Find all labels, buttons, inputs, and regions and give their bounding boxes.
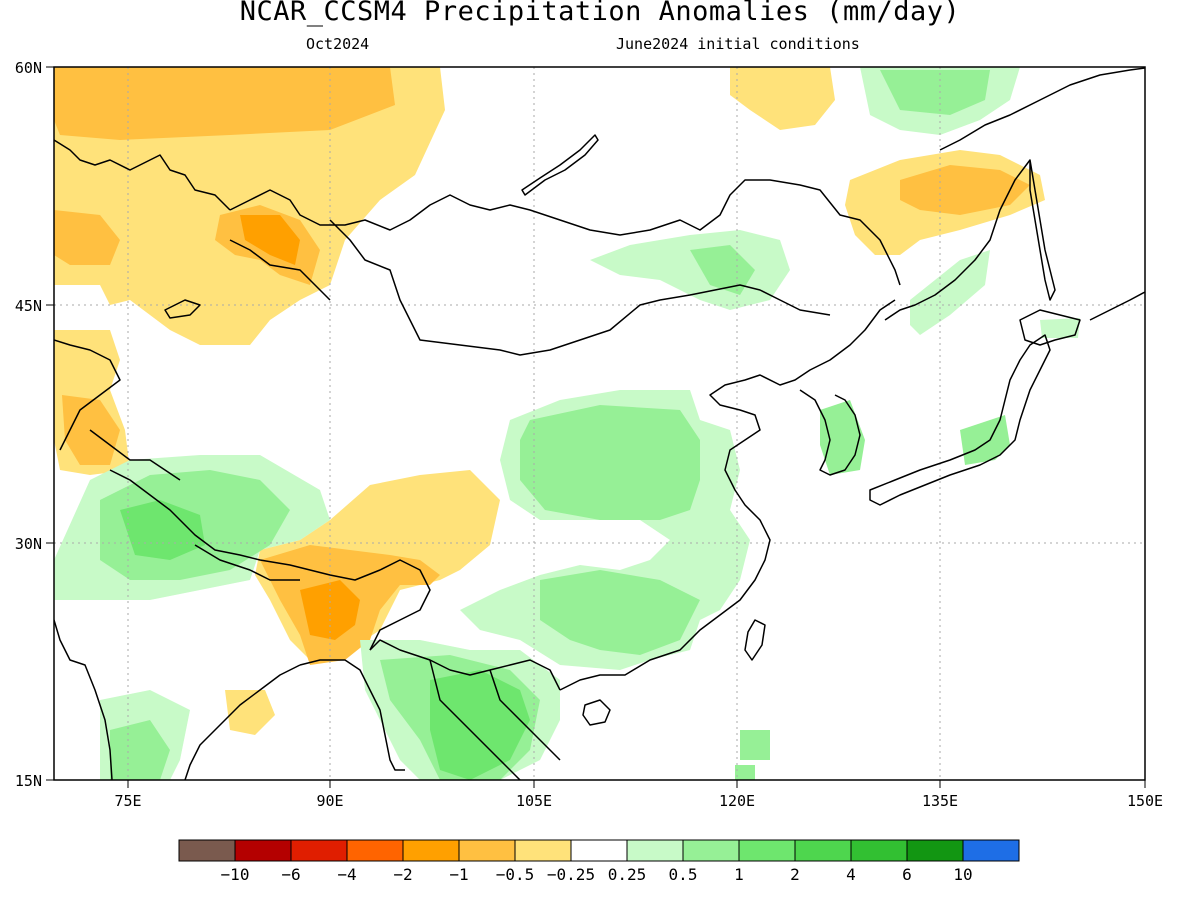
colorbar-label: −6 <box>281 865 300 884</box>
bay-of-bengal-coast <box>299 659 405 771</box>
coastlines-and-borders <box>54 67 1145 780</box>
dry-region-siberia <box>730 67 835 130</box>
okhotsk-coast <box>939 67 1145 151</box>
wet-region-hokkaido <box>1040 318 1080 338</box>
colorbar-label: 0.5 <box>669 865 698 884</box>
wet-region-korea <box>820 400 865 475</box>
colorbar-swatch <box>906 839 964 862</box>
colorbar-label: −4 <box>337 865 356 884</box>
sakhalin-coast <box>1029 159 1056 301</box>
colorbar-swatch <box>402 839 460 862</box>
dry-region-okhotsk-core <box>900 165 1030 215</box>
china-coast <box>559 299 896 691</box>
wet-region-china-core <box>520 405 700 520</box>
colorbar-label: 6 <box>902 865 912 884</box>
wet-region-mongolia-core <box>690 245 755 295</box>
lon-label-75e: 75E <box>114 792 141 810</box>
colorbar-swatch <box>626 839 684 862</box>
indochina-borders <box>429 659 561 780</box>
lon-label-120e: 120E <box>719 792 755 810</box>
russia-far-east-coast <box>884 159 1031 321</box>
wet-region-mongolia <box>590 230 790 310</box>
colorbar-swatch <box>682 839 740 862</box>
wet-region-japan <box>960 415 1010 465</box>
wet-region-taiwan <box>740 730 770 760</box>
japan-coast <box>869 334 1051 506</box>
central-asia-borders <box>54 339 181 481</box>
colorbar-swatch <box>290 839 348 862</box>
hokkaido-coast <box>1019 309 1081 346</box>
lat-label-15n: 15N <box>15 772 42 790</box>
dry-region-india-sw <box>225 690 275 735</box>
india-china-border <box>109 469 431 651</box>
colorbar-label: −0.5 <box>496 865 535 884</box>
lon-label-150e: 150E <box>1127 792 1163 810</box>
colorbar-label: 2 <box>790 865 800 884</box>
baikal-lake <box>521 134 599 196</box>
colorbar-swatch <box>458 839 516 862</box>
colorbar: −10 −6 −4 −2 −1 −0.5 −0.25 0.25 0.5 1 2 4 6 10 <box>178 839 1020 884</box>
lon-label-135e: 135E <box>922 792 958 810</box>
colorbar-swatch <box>962 839 1020 862</box>
colorbar-swatch <box>234 839 292 862</box>
anomaly-shading <box>54 67 1080 780</box>
kamchatka-kuril <box>1089 291 1145 321</box>
colorbar-label: −1 <box>449 865 468 884</box>
lon-label-105e: 105E <box>516 792 552 810</box>
wet-region-india-south-core <box>110 720 170 780</box>
balkhash-lake <box>164 299 201 319</box>
colorbar-label: −10 <box>221 865 250 884</box>
wet-region-northeast-core <box>880 70 990 115</box>
longitude-labels: 75E 90E 105E 120E 135E 150E <box>114 792 1163 810</box>
latitude-labels: 60N 45N 30N 15N <box>15 59 42 790</box>
colorbar-swatch <box>178 839 236 862</box>
dry-region-bangladesh-core <box>300 580 360 640</box>
lat-label-30n: 30N <box>15 535 42 553</box>
colorbar-label: 1 <box>734 865 744 884</box>
dry-region-northwest-core <box>54 67 395 140</box>
colorbar-swatch <box>738 839 796 862</box>
initial-conditions: June2024 initial conditions <box>616 35 860 53</box>
dry-region-balkhash-core <box>240 215 300 265</box>
colorbar-label: 10 <box>953 865 972 884</box>
wet-region-india-strong <box>120 500 205 560</box>
lat-label-60n: 60N <box>15 59 42 77</box>
dry-region-west <box>54 210 120 265</box>
lon-tick-marks <box>127 780 1146 788</box>
colorbar-swatch <box>514 839 572 862</box>
wet-region-sakhalin <box>910 250 990 335</box>
myanmar-border <box>369 639 561 691</box>
colorbar-label: −2 <box>393 865 412 884</box>
korea-coast <box>799 389 861 476</box>
taiwan-coast <box>744 619 766 661</box>
india-east-coast <box>184 664 301 780</box>
wet-region-south-china <box>540 570 700 655</box>
russia-kazakhstan-border <box>229 179 901 286</box>
lat-label-45n: 45N <box>15 297 42 315</box>
colorbar-label: −0.25 <box>547 865 595 884</box>
wet-region-indochina-strong <box>430 670 530 780</box>
kazakhstan-china-border <box>229 239 331 301</box>
hainan-coast <box>582 699 611 726</box>
colorbar-label: 0.25 <box>608 865 647 884</box>
wet-region-pacific <box>735 765 755 780</box>
plot-frame <box>53 66 1146 781</box>
nepal-border <box>194 544 300 581</box>
map-title: NCAR_CCSM4 Precipitation Anomalies (mm/d… <box>239 0 961 27</box>
colorbar-swatch <box>794 839 852 862</box>
caspian-coast <box>54 139 231 211</box>
mongolia-china-border <box>329 219 831 356</box>
lat-tick-marks <box>46 66 54 781</box>
forecast-month: Oct2024 <box>306 35 370 53</box>
colorbar-swatch <box>346 839 404 862</box>
lon-label-90e: 90E <box>316 792 343 810</box>
india-west-coast <box>54 619 113 780</box>
colorbar-swatch <box>850 839 908 862</box>
colorbar-swatch <box>570 839 628 862</box>
colorbar-label: 4 <box>846 865 856 884</box>
